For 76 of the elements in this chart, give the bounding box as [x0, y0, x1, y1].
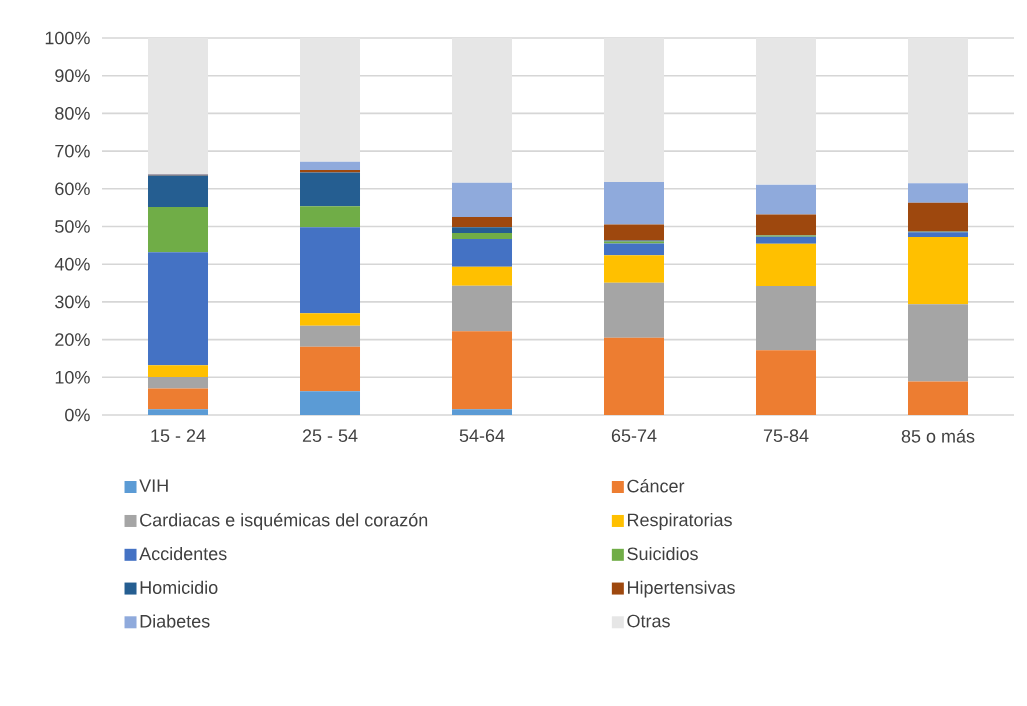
x-tick-label: 85 o más [901, 429, 975, 443]
bar [148, 409, 209, 415]
bar [148, 388, 209, 410]
bar [756, 214, 817, 236]
bar [148, 376, 209, 389]
bar [604, 255, 665, 283]
bar [300, 325, 361, 347]
bar [148, 175, 209, 207]
y-tick-label: 50% [55, 220, 90, 233]
bar [756, 286, 817, 351]
bar [452, 182, 513, 218]
bar [148, 38, 209, 175]
bar [300, 227, 361, 314]
bar [452, 232, 513, 239]
legend-label: Homicidio [140, 580, 218, 594]
bar [148, 206, 209, 253]
bar [300, 169, 361, 173]
bar [908, 38, 969, 184]
bar [300, 172, 361, 207]
y-tick-label: 30% [55, 295, 90, 309]
bar [452, 227, 513, 233]
bar [604, 38, 665, 183]
bar [756, 38, 817, 185]
x-tick-label: 25 - 54 [302, 429, 358, 442]
bar [604, 182, 665, 225]
bar [604, 337, 665, 415]
legend-label: VIH [139, 479, 168, 492]
legend-label: Cáncer [627, 479, 685, 493]
bar [756, 350, 817, 415]
bar [148, 365, 209, 377]
bar [452, 266, 513, 286]
bar [908, 304, 969, 382]
y-tick-label: 60% [55, 182, 90, 196]
bar [908, 237, 969, 305]
bar [452, 285, 513, 332]
legend-label: Cardiacas e isquémicas del corazón [140, 512, 428, 530]
legend-label: Diabetes [140, 614, 210, 628]
bar [452, 409, 513, 415]
x-tick-label: 15 - 24 [151, 429, 206, 442]
legend-label: Hipertensivas [628, 580, 735, 598]
bar [300, 161, 361, 170]
y-tick-label: 70% [55, 144, 90, 158]
bar [604, 224, 665, 241]
legend-label: Respiratorias [628, 513, 732, 530]
bar [300, 38, 361, 162]
bar [300, 391, 361, 415]
x-tick-label: 54-64 [459, 429, 505, 442]
bar [452, 38, 513, 183]
y-tick-label: 10% [55, 370, 90, 384]
bar [300, 346, 361, 392]
y-tick-label: 20% [55, 333, 90, 346]
y-tick-label: 0% [65, 408, 90, 422]
bar [452, 217, 513, 228]
bar [756, 243, 817, 287]
bar [452, 238, 513, 267]
bar [756, 236, 817, 244]
x-tick-label: 75-84 [763, 429, 809, 442]
legend-label: Accidentes [139, 546, 227, 561]
bar [604, 282, 665, 338]
bar [148, 252, 209, 366]
legend-label: Suicidios [627, 546, 698, 561]
bar [604, 243, 665, 256]
bar [908, 381, 969, 415]
bar [908, 183, 969, 203]
bar [908, 232, 969, 238]
bar [300, 206, 361, 228]
y-tick-label: 90% [55, 69, 90, 83]
y-tick-label: 40% [54, 257, 90, 271]
bar [756, 184, 817, 215]
y-tick-label: 100% [45, 31, 90, 45]
bar [300, 313, 361, 326]
bar [908, 202, 969, 232]
legend-label: Otras [627, 614, 670, 628]
x-tick-label: 65-74 [611, 429, 657, 442]
bar [452, 331, 513, 410]
y-tick-label: 80% [55, 107, 90, 120]
